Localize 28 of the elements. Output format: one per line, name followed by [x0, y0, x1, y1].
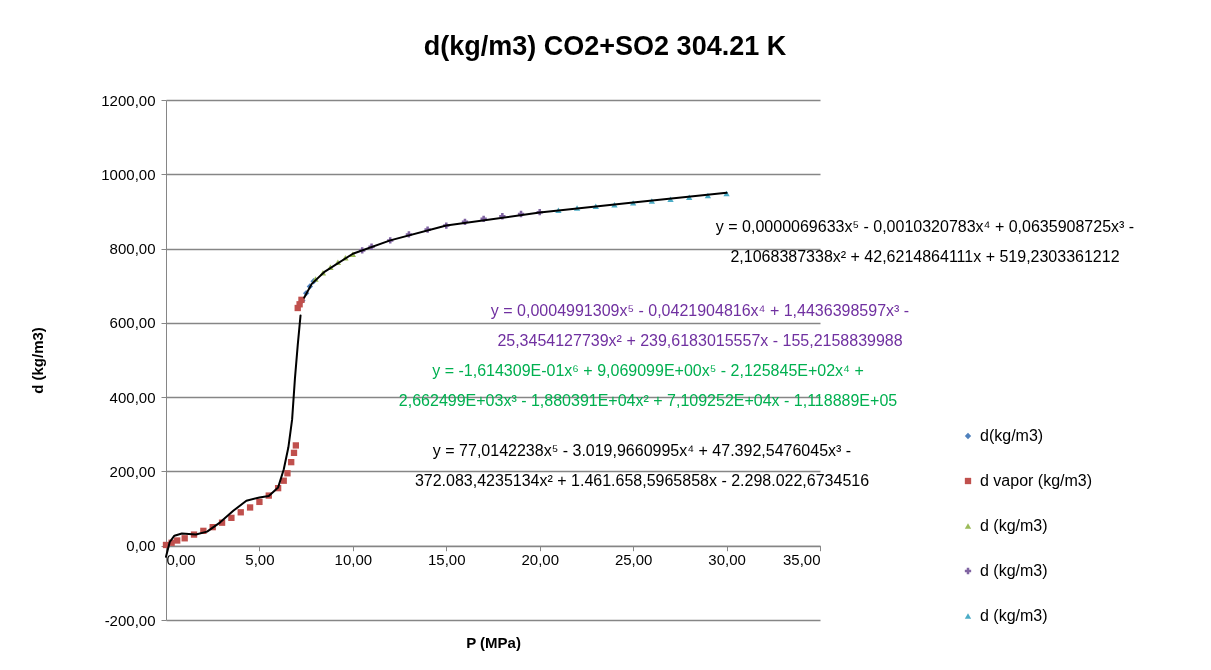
- annotation: y = 77,0142238x⁵ - 3.019,9660995x⁴ + 47.392,5476045x³ - 372.083,4235134x² + 1.461.658,5965858x - 2.298.022,6734516: [414, 442, 870, 489]
- y-tick-label: 1000,00: [101, 165, 156, 183]
- y-axis-title: d (kg/m3): [29, 327, 47, 394]
- x-tick-label: 15,00: [428, 551, 466, 569]
- x-tick-label: 5,00: [245, 551, 275, 569]
- x-tick-label: 10,00: [334, 551, 373, 569]
- x-tick-label: 0,00: [166, 551, 196, 569]
- y-tick-label: 0,00: [126, 537, 156, 555]
- annotation: y = -1,614309E-01x⁶ + 9,069099E+00x⁵ - 2,125845E+02x⁴ + 2,662499E+03x³ - 1,880391E+04x² + 7,109252E+04x - 1,118889E+05: [398, 362, 898, 409]
- y-tick-label: 400,00: [109, 388, 156, 406]
- y-tick-label: -200,00: [104, 611, 156, 629]
- x-tick-label: 35,00: [782, 551, 821, 569]
- legend-label: d (kg/m3): [980, 562, 1048, 579]
- y-tick-label: 600,00: [109, 314, 156, 332]
- legend-label: d(kg/m3): [980, 427, 1044, 444]
- legend-label: d (kg/m3): [980, 517, 1048, 534]
- legend-label: d vapor (kg/m3): [980, 472, 1093, 489]
- x-axis-title: P (MPa): [466, 634, 521, 652]
- chart-title: d(kg/m3) CO2+SO2 304.21 K: [423, 31, 787, 61]
- x-tick-label: 25,00: [614, 551, 653, 569]
- x-tick-label: 20,00: [521, 551, 559, 569]
- legend-label: d (kg/m3): [980, 607, 1048, 624]
- y-tick-label: 800,00: [109, 240, 156, 258]
- annotation: y = 0,0004991309x⁵ - 0,0421904816x⁴ + 1,4436398597x³ - 25,3454127739x² + 239,6183015557x - 155,2158839988: [490, 302, 910, 349]
- y-tick-label: 200,00: [109, 462, 156, 480]
- y-tick-label: 1200,00: [101, 91, 156, 109]
- annotation: y = 0,0000069633x⁵ - 0,0010320783x⁴ + 0,0635908725x³ - 2,1068387338x² + 42,6214864111x + 519,2303361212: [715, 218, 1135, 265]
- x-tick-label: 30,00: [708, 551, 746, 569]
